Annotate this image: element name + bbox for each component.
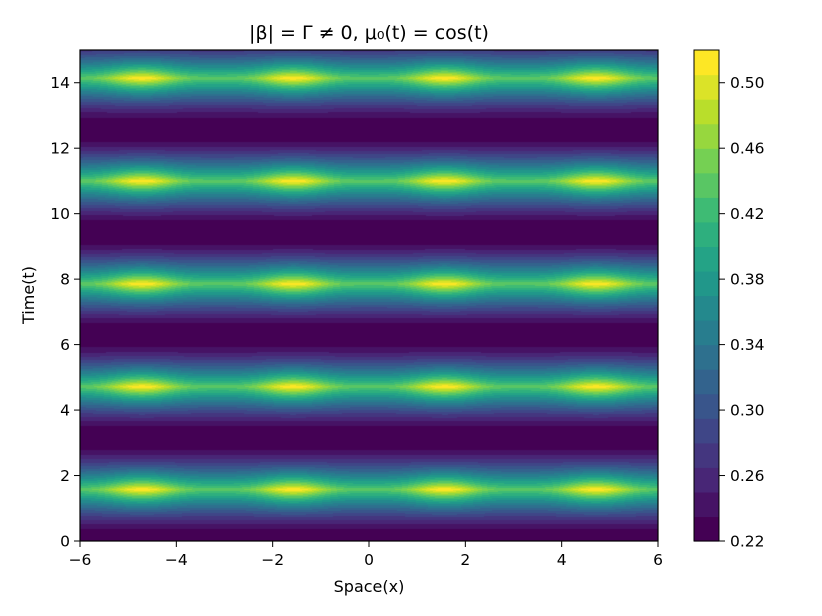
colorbar-tick-label: 0.22	[730, 533, 765, 551]
colorbar-level	[694, 516, 719, 542]
colorbar-level	[694, 123, 719, 149]
colorbar-tick-label: 0.34	[730, 336, 765, 354]
colorbar-level	[694, 99, 719, 125]
colorbar-tick-label: 0.50	[730, 74, 765, 92]
colorbar: 0.22 0.26 0.30 0.34 0.38 0.42 0.46 0.50	[693, 49, 765, 551]
x-tick-label: 4	[557, 551, 567, 569]
y-tick-label: 14	[50, 74, 70, 92]
colorbar-level	[694, 221, 719, 247]
colorbar-level	[694, 246, 719, 272]
x-tick-label: 2	[460, 551, 470, 569]
x-tick-label: −4	[165, 551, 188, 569]
colorbar-level	[694, 320, 719, 346]
y-tick-label: 8	[60, 271, 70, 289]
y-tick-label: 0	[60, 533, 70, 551]
colorbar-level	[694, 295, 719, 321]
colorbar-level	[694, 344, 719, 370]
colorbar-level	[694, 74, 719, 100]
colorbar-level	[694, 467, 719, 493]
y-tick-label: 4	[60, 402, 70, 420]
colorbar-level	[694, 442, 719, 468]
colorbar-tick-label: 0.26	[730, 467, 765, 485]
x-tick-label: 0	[364, 551, 374, 569]
colorbar-level	[694, 50, 719, 76]
colorbar-tick-label: 0.38	[730, 271, 765, 289]
chart-title: |β| = Γ ≠ 0, μ₀(t) = cos(t)	[249, 22, 489, 44]
y-tick-label: 6	[60, 336, 70, 354]
colorbar-level	[694, 197, 719, 223]
y-axis: 0 2 4 6 8 10 12 14	[50, 74, 80, 551]
colorbar-level	[694, 393, 719, 419]
x-tick-label: 6	[653, 551, 663, 569]
colorbar-tick-label: 0.30	[730, 402, 765, 420]
colorbar-level	[694, 491, 719, 518]
colorbar-level	[694, 270, 719, 297]
x-axis: −6 −4 −2 0 2 4 6	[69, 541, 663, 569]
colorbar-tick-label: 0.42	[730, 205, 765, 223]
colorbar-tick-label: 0.46	[730, 140, 765, 158]
y-tick-label: 2	[60, 467, 70, 485]
y-tick-label: 12	[50, 140, 70, 158]
colorbar-level	[694, 148, 719, 174]
plot-area	[79, 49, 659, 542]
colorbar-frame	[693, 49, 720, 542]
colorbar-level	[694, 418, 719, 444]
x-tick-label: −6	[69, 551, 92, 569]
y-tick-label: 10	[50, 205, 70, 223]
x-axis-label: Space(x)	[334, 577, 405, 596]
x-tick-label: −2	[261, 551, 284, 569]
colorbar-level	[694, 369, 719, 395]
contour-fill	[80, 50, 658, 541]
colorbar-level	[694, 172, 719, 198]
y-axis-label: Time(t)	[19, 266, 38, 325]
